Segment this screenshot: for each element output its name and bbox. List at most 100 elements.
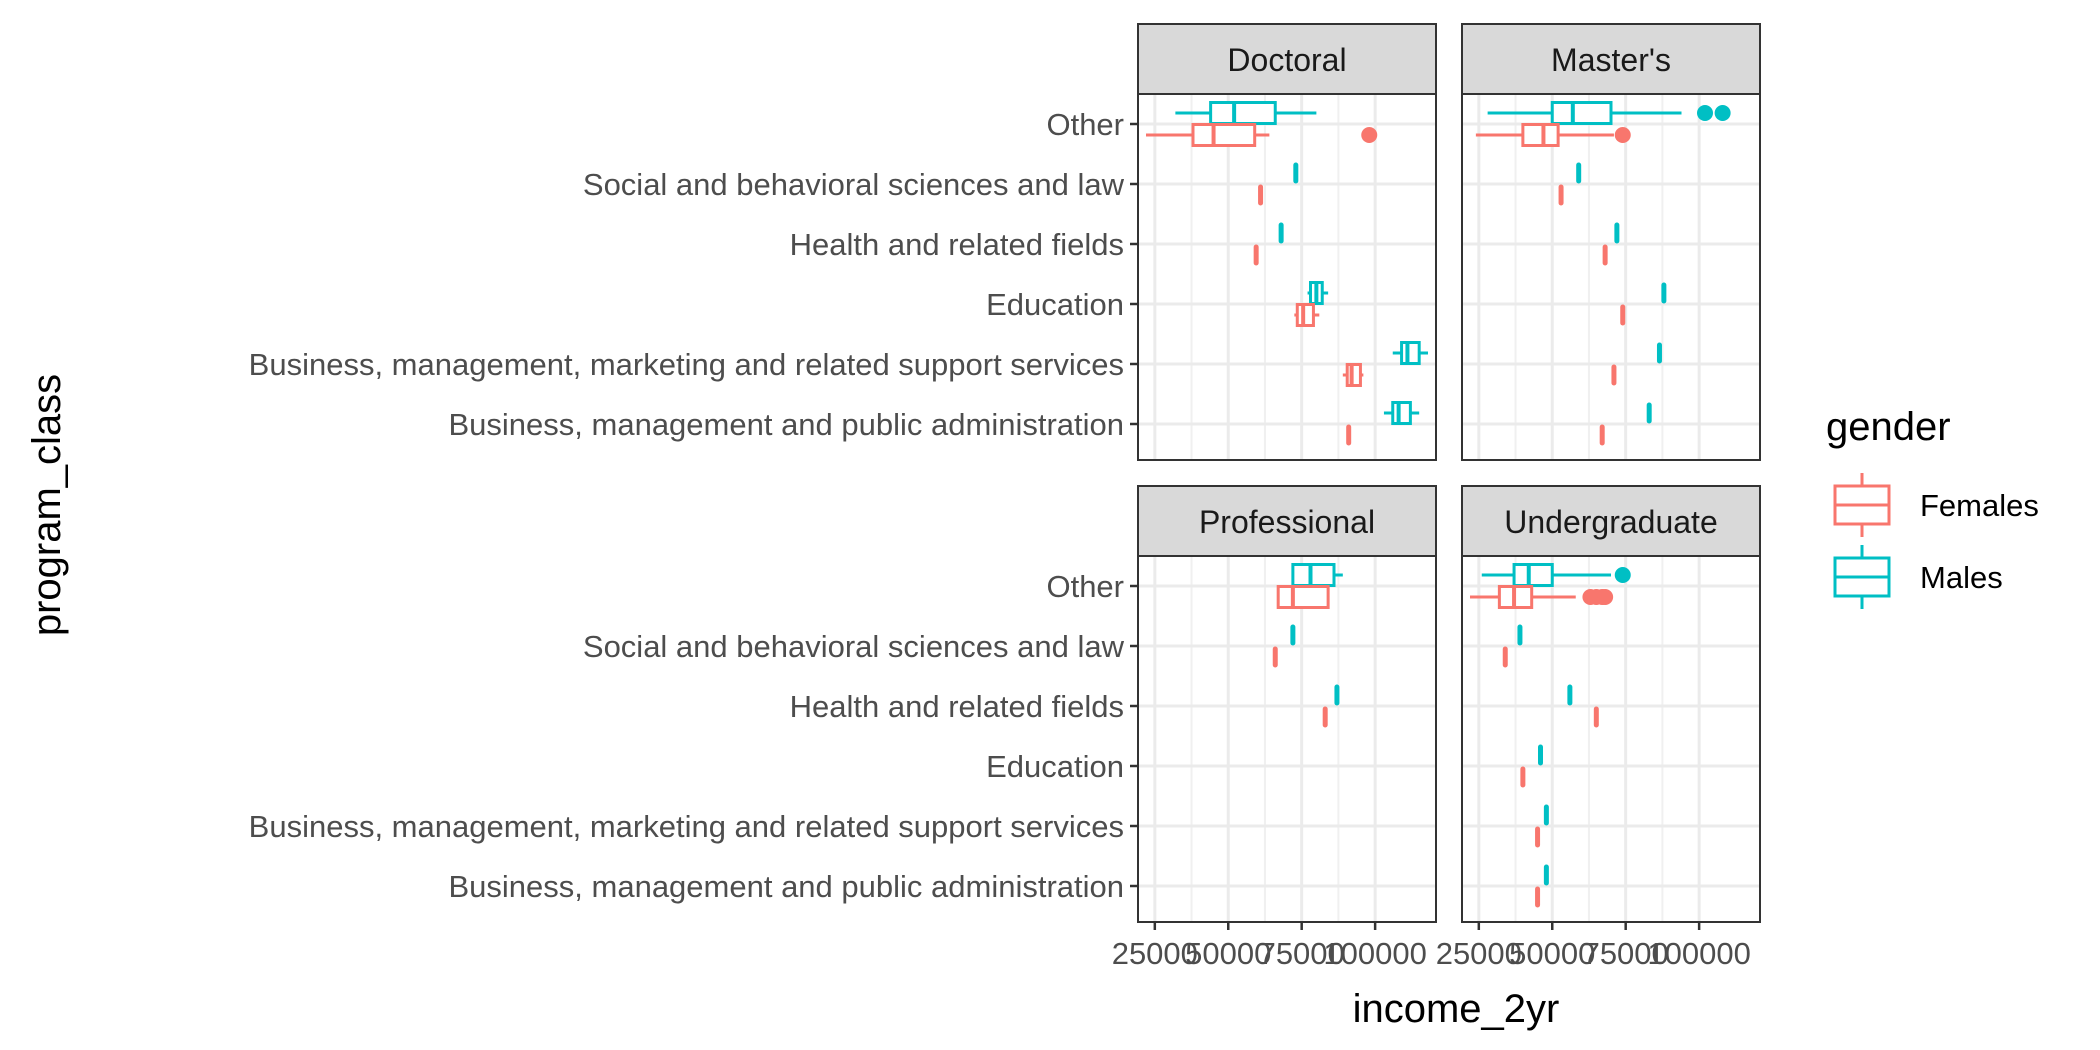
boxplot-box xyxy=(1611,364,1617,386)
facet-panel: Doctoral xyxy=(1137,23,1437,461)
boxplot-box xyxy=(1543,864,1549,886)
boxplot-box xyxy=(1593,706,1599,728)
y-axis-tick-label: Other xyxy=(1046,569,1124,604)
boxplot-females xyxy=(1558,184,1564,206)
y-axis-tick-label: Education xyxy=(986,287,1124,322)
panel-border xyxy=(1137,555,1437,923)
boxplot-females xyxy=(1342,363,1364,387)
y-axis-tick-label: Health and related fields xyxy=(790,227,1124,262)
boxplot-outlier xyxy=(1361,127,1378,143)
boxplot-box xyxy=(1502,646,1508,668)
boxplot-box xyxy=(1567,684,1573,706)
boxplot-males xyxy=(1614,222,1620,244)
boxplot-males xyxy=(1175,101,1317,125)
boxplot-box xyxy=(1521,123,1560,147)
boxplot-box xyxy=(1191,123,1257,147)
boxplot-females xyxy=(1535,886,1541,908)
boxplot-box xyxy=(1295,303,1315,327)
legend-label: Females xyxy=(1920,488,2039,523)
boxplot-females xyxy=(1253,244,1259,266)
panel-background xyxy=(1138,94,1436,460)
facet-strip xyxy=(1461,485,1761,557)
boxplot-box xyxy=(1322,706,1328,728)
boxplot-males xyxy=(1334,684,1340,706)
boxplot-box xyxy=(1291,563,1336,587)
facet-strip-label: Doctoral xyxy=(1227,42,1346,78)
boxplot-box xyxy=(1346,424,1352,446)
boxplot-outlier xyxy=(1697,105,1713,121)
boxplot-males xyxy=(1278,222,1284,244)
boxplot-males xyxy=(1576,162,1582,184)
boxplot-females xyxy=(1475,123,1631,147)
boxplot-box xyxy=(1543,804,1549,826)
boxplot-box xyxy=(1512,563,1554,587)
boxplot-males xyxy=(1290,624,1296,646)
boxplot-box xyxy=(1576,162,1582,184)
boxplot-outlier xyxy=(1597,589,1614,605)
boxplot-females xyxy=(1593,706,1599,728)
boxplot-box xyxy=(1614,222,1620,244)
boxplot-box xyxy=(1656,342,1662,364)
boxplot-males xyxy=(1538,744,1543,766)
boxplot-females xyxy=(1502,646,1508,668)
facet-strip xyxy=(1461,23,1761,95)
boxplot-box xyxy=(1345,363,1362,387)
boxplot-females xyxy=(1294,303,1320,327)
boxplot-females xyxy=(1322,706,1328,728)
boxplot-males xyxy=(1392,341,1428,365)
boxplot-males xyxy=(1517,624,1523,646)
boxplot-males xyxy=(1656,342,1662,364)
boxplot-box xyxy=(1272,646,1278,668)
boxplot-outlier xyxy=(1714,105,1731,121)
boxplot-males xyxy=(1567,684,1573,706)
y-axis-title: program_class xyxy=(25,374,69,636)
boxplot-box xyxy=(1278,222,1284,244)
facet-strip xyxy=(1137,23,1437,95)
legend: gender Females Males xyxy=(1826,405,2039,609)
panel-border xyxy=(1137,93,1437,461)
boxplot-females xyxy=(1258,184,1264,206)
facet-panel: Master's xyxy=(1461,23,1761,461)
y-axis-tick-label: Other xyxy=(1046,107,1124,142)
boxplot-box xyxy=(1253,244,1259,266)
boxplot-box xyxy=(1599,424,1605,446)
facet-strip-label: Undergraduate xyxy=(1504,504,1717,540)
boxplot-box xyxy=(1258,184,1264,206)
y-axis-tick-label: Health and related fields xyxy=(790,689,1124,724)
legend-item-females: Females xyxy=(1833,473,2039,537)
y-axis-tick-labels: Other Social and behavioral sciences and … xyxy=(249,107,1138,904)
x-axis-tick-label: 75000 xyxy=(1259,936,1345,971)
x-axis-tick-label: 50000 xyxy=(1185,936,1271,971)
boxplot-females xyxy=(1535,826,1541,848)
boxplot-males xyxy=(1291,563,1343,587)
facet-panel: Professional xyxy=(1137,485,1437,923)
boxplot-box xyxy=(1209,101,1277,125)
boxplot-males xyxy=(1383,401,1420,425)
boxplot-outlier xyxy=(1614,127,1631,143)
panel-border xyxy=(1461,93,1761,461)
boxplot-box xyxy=(1535,886,1541,908)
y-axis-tick-label: Education xyxy=(986,749,1124,784)
boxplot-females xyxy=(1599,424,1605,446)
y-axis-tick-label: Social and behavioral sciences and law xyxy=(583,629,1125,664)
boxplot-females xyxy=(1602,244,1608,266)
boxplot-box xyxy=(1558,184,1564,206)
panel-background xyxy=(1462,94,1760,460)
x-axis-tick-label: 100000 xyxy=(1323,936,1426,971)
facet-panels: Doctoral Master's Professional Undergraduat… xyxy=(1137,23,1761,923)
boxplot-females xyxy=(1272,646,1278,668)
boxplot-box xyxy=(1535,826,1541,848)
x-axis-tick-label: 75000 xyxy=(1583,936,1669,971)
boxplot-females xyxy=(1346,424,1352,446)
boxplot-females xyxy=(1146,123,1378,147)
boxplot-box xyxy=(1293,162,1299,184)
x-axis-tick-label: 25000 xyxy=(1112,936,1198,971)
facet-strip-label: Master's xyxy=(1551,42,1671,78)
boxplot-females xyxy=(1611,364,1617,386)
y-axis-tick-label: Business, management and public administ… xyxy=(449,869,1125,904)
boxplot-females xyxy=(1470,585,1614,609)
boxplot-box xyxy=(1646,402,1652,424)
boxplot-box xyxy=(1517,624,1523,646)
x-axis-tick-label: 50000 xyxy=(1509,936,1595,971)
